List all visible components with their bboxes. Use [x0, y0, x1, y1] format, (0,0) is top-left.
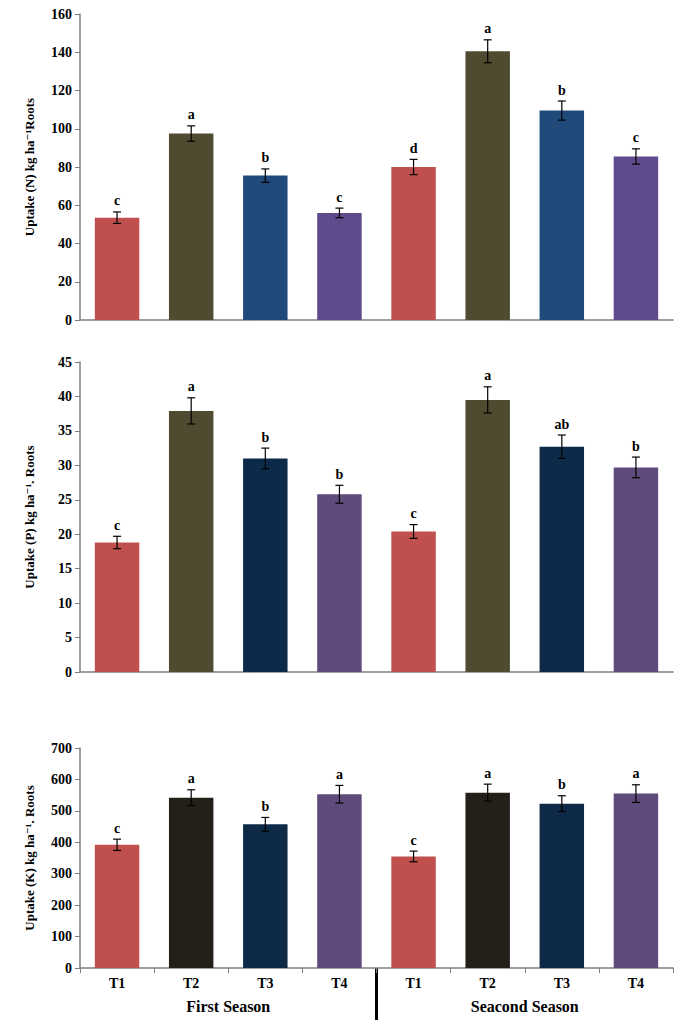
svg-text:5: 5: [65, 630, 72, 645]
svg-text:30: 30: [58, 458, 72, 473]
svg-text:80: 80: [58, 160, 72, 175]
svg-text:T1: T1: [405, 976, 421, 991]
svg-text:300: 300: [51, 866, 72, 881]
svg-text:500: 500: [51, 803, 72, 818]
svg-text:15: 15: [58, 561, 72, 576]
svg-text:100: 100: [51, 929, 72, 944]
svg-text:c: c: [336, 190, 342, 205]
svg-text:20: 20: [58, 274, 72, 289]
svg-text:a: a: [188, 771, 195, 786]
svg-text:b: b: [261, 799, 269, 814]
svg-text:c: c: [633, 130, 639, 145]
svg-text:45: 45: [58, 355, 72, 370]
svg-text:c: c: [114, 821, 120, 836]
svg-text:Uptake (N) kg ha⁻¹Roots: Uptake (N) kg ha⁻¹Roots: [22, 98, 37, 236]
svg-text:60: 60: [58, 198, 72, 213]
svg-text:T3: T3: [257, 976, 273, 991]
svg-text:b: b: [336, 467, 344, 482]
svg-text:35: 35: [58, 423, 72, 438]
svg-text:0: 0: [65, 665, 72, 680]
svg-text:b: b: [558, 777, 566, 792]
svg-text:c: c: [410, 506, 416, 521]
svg-text:First Season: First Season: [186, 998, 270, 1015]
svg-text:Uptake (P) kg ha⁻¹. Roots: Uptake (P) kg ha⁻¹. Roots: [22, 445, 37, 588]
svg-text:a: a: [188, 107, 195, 122]
svg-text:c: c: [114, 193, 120, 208]
svg-text:c: c: [114, 518, 120, 533]
svg-text:c: c: [410, 833, 416, 848]
svg-text:200: 200: [51, 898, 72, 913]
svg-text:600: 600: [51, 772, 72, 787]
svg-text:140: 140: [51, 45, 72, 60]
svg-text:ab: ab: [554, 417, 569, 432]
svg-text:a: a: [484, 21, 491, 36]
svg-text:a: a: [484, 368, 491, 383]
svg-text:40: 40: [58, 389, 72, 404]
svg-text:b: b: [261, 430, 269, 445]
svg-text:a: a: [188, 379, 195, 394]
svg-text:b: b: [558, 83, 566, 98]
svg-text:700: 700: [51, 741, 72, 756]
svg-text:T3: T3: [554, 976, 570, 991]
svg-text:T2: T2: [183, 976, 199, 991]
svg-text:Seacond Season: Seacond Season: [471, 998, 579, 1015]
svg-text:40: 40: [58, 236, 72, 251]
svg-text:T1: T1: [109, 976, 125, 991]
svg-text:10: 10: [58, 596, 72, 611]
svg-text:b: b: [261, 150, 269, 165]
svg-text:a: a: [632, 766, 639, 781]
svg-text:d: d: [410, 141, 418, 156]
svg-text:25: 25: [58, 492, 72, 507]
svg-text:Uptake (K) kg ha⁻¹. Roots: Uptake (K) kg ha⁻¹. Roots: [22, 785, 37, 930]
svg-text:T4: T4: [628, 976, 644, 991]
svg-text:400: 400: [51, 835, 72, 850]
svg-text:a: a: [484, 766, 491, 781]
svg-text:T4: T4: [331, 976, 347, 991]
svg-text:0: 0: [65, 313, 72, 328]
svg-text:20: 20: [58, 527, 72, 542]
svg-text:T2: T2: [480, 976, 496, 991]
svg-text:a: a: [336, 767, 343, 782]
svg-text:160: 160: [51, 7, 72, 22]
svg-text:b: b: [632, 439, 640, 454]
svg-text:120: 120: [51, 83, 72, 98]
svg-text:0: 0: [65, 961, 72, 976]
svg-text:100: 100: [51, 121, 72, 136]
